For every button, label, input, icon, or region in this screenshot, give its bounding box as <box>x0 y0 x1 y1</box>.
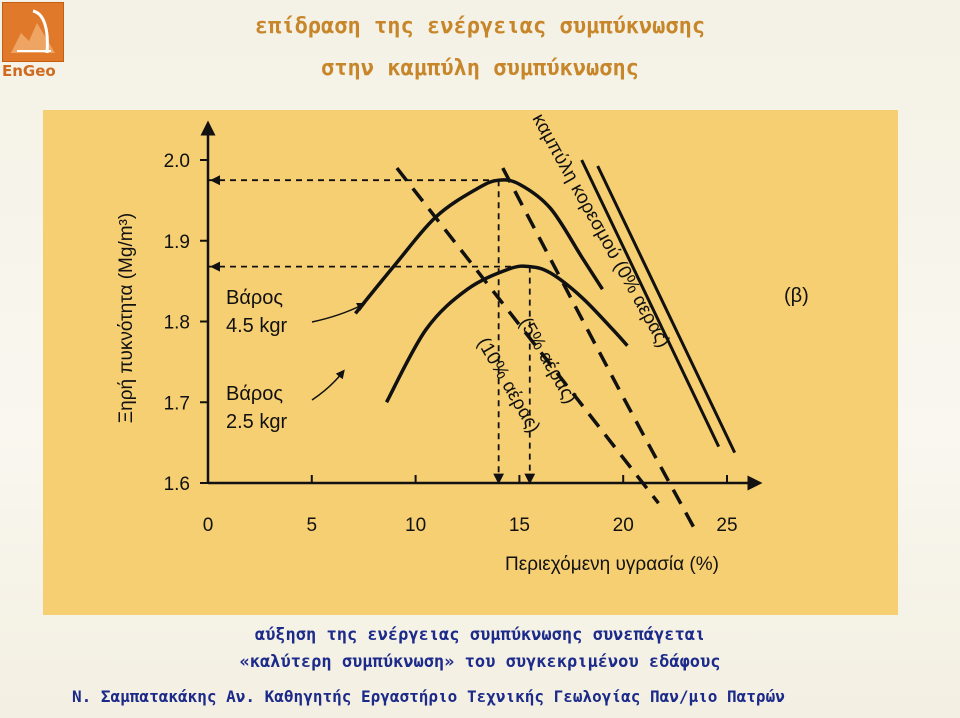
caption-line2: «καλύτερη συμπύκνωση» του συγκεκριμένου … <box>239 652 721 672</box>
saturation-line-outer <box>596 165 737 454</box>
x-tick-label: 10 <box>405 515 426 536</box>
logo-text: EnGeo <box>2 62 56 80</box>
y-tick-label: 1.9 <box>164 232 190 253</box>
guide-arrowhead-0 <box>210 175 220 186</box>
y-tick-label: 1.7 <box>164 393 190 414</box>
series-label-2-5kgr-line1: Βάρος <box>226 383 283 405</box>
leader-line-4-5kgr <box>311 302 367 323</box>
series-label-4-5kgr-line1: Βάρος <box>226 287 283 309</box>
x-tick-label: 0 <box>203 515 214 536</box>
y-tick-label: 1.8 <box>164 313 190 334</box>
series-label-2-5kgr-line2: 2.5 kgr <box>226 411 287 433</box>
x-tick-label: 20 <box>613 515 634 536</box>
series-line-4 <box>395 166 660 505</box>
engeo-logo: EnGeo <box>2 2 64 80</box>
footer-credit: Ν. Σαμπατακάκης Αν. Καθηγητής Εργαστήριο… <box>72 687 785 706</box>
page-title-line2: στην καμπύλη συμπύκνωσης <box>321 56 639 81</box>
page-title-line1: επίδραση της ενέργειας συμπύκνωσης <box>254 14 706 39</box>
caption-line1: αύξηση της ενέργειας συμπύκνωσης συνεπάγ… <box>254 625 706 645</box>
y-tick-label: 1.6 <box>164 474 190 495</box>
x-tick-label: 25 <box>716 515 737 536</box>
y-tick-label: 2.0 <box>164 151 190 172</box>
x-axis-label: Περιεχόμενη υγρασία (%) <box>505 554 719 575</box>
leader-line-2-5kgr <box>311 369 345 401</box>
series-label-4-5kgr-line2: 4.5 kgr <box>226 315 287 337</box>
series-line-3 <box>501 167 696 529</box>
series-line-2 <box>580 159 721 448</box>
series-line-0 <box>354 178 604 315</box>
guide-arrowhead-1 <box>210 261 220 272</box>
x-tick-label: 15 <box>509 515 530 536</box>
y-axis-label: Ξηρή πυκνότητα (Mg/m³) <box>116 213 137 423</box>
engeo-logo-icon <box>2 2 64 62</box>
panel-label: (β) <box>784 285 809 307</box>
x-tick-label: 5 <box>307 515 318 536</box>
